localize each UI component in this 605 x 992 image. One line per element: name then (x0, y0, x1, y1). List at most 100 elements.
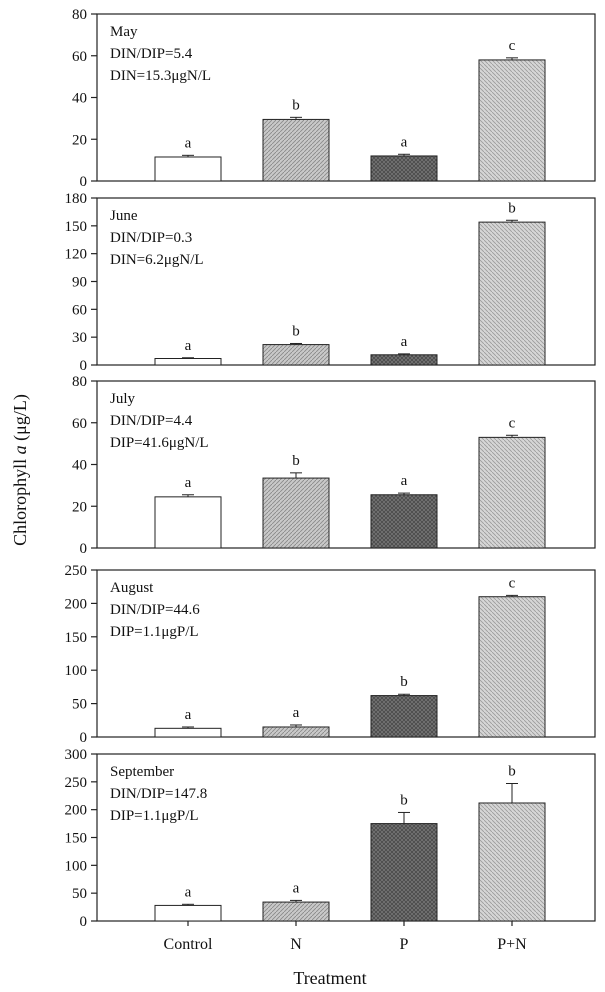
y-tick-label: 0 (80, 914, 88, 930)
panel-annotation: DIN=6.2μgN/L (110, 252, 204, 268)
significance-letter: c (509, 415, 516, 431)
bar (370, 155, 438, 182)
significance-letter: a (185, 135, 192, 151)
bar (262, 344, 330, 366)
bar (370, 823, 438, 922)
significance-letter: a (401, 473, 408, 489)
y-tick-label: 150 (65, 219, 88, 235)
panel-annotation: DIP=1.1μgP/L (110, 624, 199, 640)
y-tick-label: 80 (72, 374, 87, 390)
significance-letter: a (185, 338, 192, 354)
y-tick-label: 20 (72, 132, 87, 148)
panel-annotation: July (110, 391, 136, 407)
y-tick-label: 0 (80, 541, 88, 557)
significance-letter: a (185, 475, 192, 491)
y-axis-label-italic: a (10, 445, 30, 454)
bar (370, 695, 438, 738)
bar (154, 727, 222, 738)
bar (478, 596, 546, 738)
panel-annotation: June (110, 208, 138, 224)
y-axis-label: Chlorophyll a (μg/L) (10, 394, 31, 546)
y-tick-label: 200 (65, 803, 88, 819)
significance-letter: b (400, 792, 408, 808)
y-tick-label: 0 (80, 174, 88, 190)
significance-letter: c (509, 575, 516, 591)
panel-annotation: May (110, 24, 138, 40)
y-tick-label: 120 (65, 247, 88, 263)
significance-letter: a (293, 880, 300, 896)
x-tick-label: P+N (497, 936, 527, 953)
panel-annotation: DIN=15.3μgN/L (110, 68, 211, 84)
significance-letter: b (508, 764, 516, 780)
panel-4: 0 50 100 150 200 250 300 a a b b September DIN/DIP=1… (65, 747, 596, 930)
y-tick-label: 300 (65, 747, 88, 763)
bar (154, 904, 222, 922)
significance-letter: b (292, 323, 300, 339)
significance-letter: a (401, 134, 408, 150)
y-tick-label: 20 (72, 499, 87, 515)
bar (478, 221, 546, 366)
significance-letter: b (292, 453, 300, 469)
bar (370, 494, 438, 549)
y-tick-label: 150 (65, 831, 88, 847)
bar (478, 802, 546, 922)
y-tick-label: 0 (80, 730, 88, 746)
y-axis-label-suffix: (μg/L) (10, 394, 31, 445)
y-tick-label: 250 (65, 563, 88, 579)
bar (370, 354, 438, 366)
y-tick-label: 100 (65, 858, 88, 874)
bar (478, 436, 546, 549)
significance-letter: b (508, 200, 516, 216)
x-axis-label: Treatment (293, 968, 366, 988)
y-tick-label: 0 (80, 358, 88, 374)
bar (262, 118, 330, 182)
bar (262, 901, 330, 922)
panel-0: 0 20 40 60 80 a b a c May DIN/DIP=5.4 DIN=15.3μgN/L (72, 7, 596, 190)
panel-annotation: September (110, 764, 174, 780)
y-tick-label: 80 (72, 7, 87, 23)
y-tick-label: 30 (72, 330, 87, 346)
panel-1: 0 30 60 90 120 150 180 a b a b June DIN/DIP=0.3 DIN=6… (65, 191, 596, 374)
y-tick-label: 60 (72, 302, 87, 318)
bar (154, 156, 222, 182)
y-tick-label: 150 (65, 630, 88, 646)
panel-annotation: DIN/DIP=5.4 (110, 46, 193, 62)
bar (154, 496, 222, 549)
bar (154, 358, 222, 366)
x-tick-label: N (290, 936, 302, 953)
significance-letter: c (509, 38, 516, 54)
panels: 0 20 40 60 80 a b a c May DIN/DIP=5.4 DIN=15.3μgN/L… (65, 7, 596, 930)
significance-letter: a (401, 334, 408, 350)
panel-2: 0 20 40 60 80 a b a c July DIN/DIP=4.4 DIP=41.6μgN/… (72, 374, 596, 557)
x-tick-label: Control (164, 936, 213, 953)
significance-letter: b (292, 97, 300, 113)
bar (478, 59, 546, 182)
panel-frame (96, 569, 596, 738)
significance-letter: b (400, 674, 408, 690)
y-tick-label: 60 (72, 416, 87, 432)
panel-annotation: DIP=1.1μgP/L (110, 808, 199, 824)
panel-annotation: DIN/DIP=4.4 (110, 413, 193, 429)
y-tick-label: 180 (65, 191, 88, 207)
y-tick-label: 90 (72, 275, 87, 291)
panel-annotation: August (110, 580, 154, 596)
y-tick-label: 60 (72, 49, 87, 65)
bar (262, 726, 330, 738)
y-tick-label: 50 (72, 886, 87, 902)
significance-letter: a (185, 707, 192, 723)
significance-letter: a (293, 705, 300, 721)
panel-annotation: DIP=41.6μgN/L (110, 435, 209, 451)
y-tick-label: 250 (65, 775, 88, 791)
y-tick-label: 50 (72, 697, 87, 713)
panel-3: 0 50 100 150 200 250 a a b c August DIN/DIP=44.6 DIP… (65, 563, 596, 746)
x-tick-label: P (400, 936, 409, 953)
y-tick-label: 40 (72, 458, 87, 474)
y-tick-label: 100 (65, 663, 88, 679)
x-tick-labels: Control N P P+N (164, 921, 527, 953)
panel-annotation: DIN/DIP=147.8 (110, 786, 207, 802)
y-tick-label: 40 (72, 91, 87, 107)
panel-annotation: DIN/DIP=44.6 (110, 602, 200, 618)
y-tick-label: 200 (65, 596, 88, 612)
significance-letter: a (185, 884, 192, 900)
